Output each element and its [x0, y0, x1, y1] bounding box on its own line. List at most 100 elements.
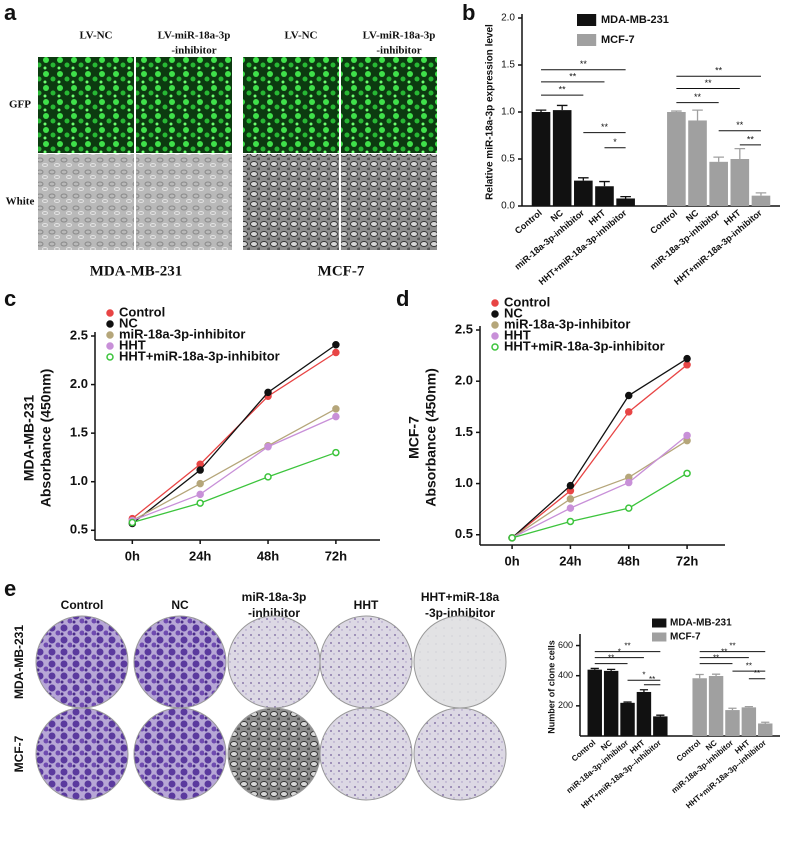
column-label: HHT [354, 598, 379, 612]
x-tick-label: Control [570, 738, 598, 763]
bar [587, 669, 602, 736]
panel-label: b [462, 0, 475, 25]
error-bar [755, 192, 767, 196]
significance-label: * [642, 670, 645, 679]
significance-label: ** [713, 654, 719, 663]
plate [319, 707, 413, 801]
row-label: MCF-7 [12, 735, 26, 772]
legend-label: NC [119, 315, 138, 330]
point [332, 405, 340, 413]
x-tick-label: 48h [257, 548, 279, 563]
micrograph [341, 154, 437, 250]
series-line [511, 358, 688, 539]
x-tick-label: miR-18a-3p-inhibitor [565, 738, 630, 795]
x-tick-label: 72h [676, 553, 698, 568]
x-tick-label: Control [513, 208, 544, 236]
legend-label: MDA-MB-231 [601, 14, 669, 26]
error-bar [578, 177, 589, 181]
column-label: HHT+miR-18a [421, 590, 500, 604]
series-line [131, 344, 337, 524]
y-axis-label: MCF-7 [406, 416, 422, 459]
point [332, 448, 340, 457]
legend-marker [491, 332, 499, 340]
y-tick-label: 2.5 [455, 321, 473, 336]
y-tick-label: 1.0 [455, 475, 473, 490]
plate [319, 615, 413, 709]
legend-marker [106, 309, 114, 317]
significance-label: ** [580, 59, 588, 69]
significance-label: ** [694, 92, 702, 102]
error-bar [728, 707, 737, 711]
micrograph [38, 154, 134, 250]
x-tick-label: Control [675, 738, 703, 763]
series-line [511, 364, 688, 539]
significance-label: ** [746, 661, 752, 670]
significance-label: ** [569, 71, 577, 81]
significance-label: ** [649, 675, 655, 684]
plate [413, 707, 507, 801]
y-tick-label: 0.5 [70, 522, 88, 537]
cell-line-label: MCF-7 [318, 263, 365, 279]
y-tick-label: 600 [558, 640, 573, 650]
significance-label: * [613, 137, 617, 147]
bar [751, 195, 771, 206]
point [566, 517, 575, 526]
legend-label: HHT+miR-18a-3p-inhibitor [119, 348, 280, 363]
significance-label: * [618, 648, 621, 657]
bar [620, 702, 635, 736]
point [683, 431, 691, 440]
series-line [131, 351, 337, 520]
column-label: LV-NC [284, 30, 317, 42]
legend-label: miR-18a-3p-inhibitor [119, 326, 245, 341]
legend-label: Control [504, 294, 550, 309]
error-bar [639, 689, 649, 692]
bar [603, 670, 619, 736]
significance-label: ** [715, 66, 723, 76]
significance-label: ** [747, 134, 755, 144]
x-tick-label: 0h [504, 553, 519, 568]
point [332, 340, 340, 349]
point [683, 469, 691, 478]
y-tick-label: 1.5 [501, 60, 515, 71]
bar [616, 198, 635, 206]
bar [595, 186, 614, 206]
significance-label: ** [559, 84, 567, 94]
significance-label: ** [721, 648, 727, 657]
row-label: GFP [9, 99, 31, 111]
micrograph [341, 57, 437, 153]
y-tick-label: 2.0 [70, 376, 88, 391]
x-tick-label: 0h [125, 548, 140, 563]
row-label: MDA-MB-231 [12, 625, 26, 699]
series-line [511, 472, 688, 539]
column-label: -inhibitor [171, 45, 216, 57]
y-tick-label: 2.5 [70, 327, 88, 342]
legend-label: Control [119, 304, 165, 319]
point [625, 478, 633, 487]
point [566, 504, 575, 512]
error-bar [695, 673, 704, 679]
y-axis-label: Number of clone cells [546, 640, 556, 734]
y-tick-label: 400 [558, 670, 573, 680]
legend-marker [491, 321, 499, 329]
y-tick-label: 200 [558, 700, 573, 710]
y-tick-label: 1.0 [501, 107, 515, 118]
column-label: -3p-inhibitor [425, 606, 495, 620]
plate [227, 707, 321, 801]
error-bar [713, 156, 724, 162]
column-label: Control [61, 598, 104, 612]
error-bar [656, 714, 665, 717]
x-tick-label: 24h [189, 548, 211, 563]
micrograph [38, 57, 134, 153]
significance-label: ** [754, 669, 760, 678]
plate [35, 615, 129, 709]
point [508, 534, 516, 542]
y-tick-label: 0.5 [455, 526, 473, 541]
y-tick-label: 1.5 [70, 425, 88, 440]
bar [667, 112, 686, 206]
point [196, 479, 204, 488]
point [625, 408, 633, 416]
significance-label: ** [705, 78, 713, 88]
error-bar [671, 110, 682, 112]
point [332, 348, 340, 357]
micrograph [243, 57, 339, 153]
